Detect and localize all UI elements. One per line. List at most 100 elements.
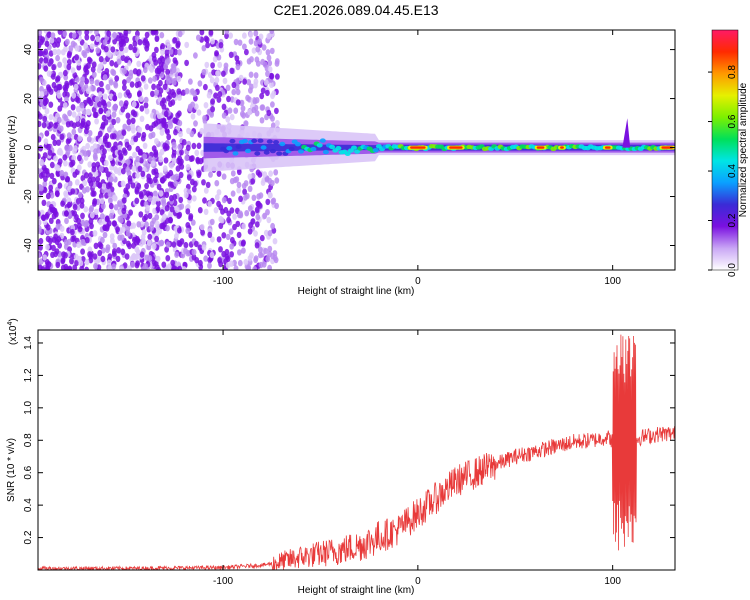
- noise-dot: [117, 234, 123, 241]
- noise-dot: [265, 70, 270, 78]
- noise-dot: [137, 39, 143, 46]
- noise-dot: [126, 118, 132, 126]
- noise-dot: [235, 63, 241, 71]
- noise-dot: [275, 120, 280, 127]
- noise-dot: [199, 30, 205, 36]
- noise-dot: [261, 44, 267, 51]
- noise-dot: [50, 73, 56, 80]
- noise-dot: [234, 55, 240, 62]
- noise-dot: [217, 61, 223, 69]
- noise-dot: [178, 196, 184, 204]
- noise-dot: [91, 71, 97, 78]
- noise-dot: [177, 143, 183, 151]
- noise-dot: [57, 182, 63, 189]
- noise-dot: [65, 121, 71, 128]
- noise-dot: [183, 247, 188, 255]
- noise-dot: [53, 85, 59, 92]
- noise-dot: [233, 265, 239, 270]
- noise-dot: [120, 248, 126, 256]
- noise-dot: [152, 190, 158, 197]
- y-tick-label: 0.2: [23, 530, 34, 544]
- noise-dot: [243, 194, 248, 201]
- x-tick-label: 0: [415, 576, 421, 587]
- noise-dot: [75, 120, 81, 128]
- ridge-blob: [260, 145, 267, 150]
- noise-dot: [124, 141, 130, 148]
- noise-dot: [99, 80, 104, 88]
- noise-dot: [110, 160, 116, 167]
- y-tick-label: 0.8: [23, 433, 34, 447]
- noise-dot: [137, 126, 143, 133]
- noise-dot: [161, 97, 167, 104]
- noise-dot: [48, 114, 54, 121]
- noise-dot: [174, 233, 179, 240]
- noise-dot: [210, 106, 216, 113]
- noise-dot: [66, 63, 72, 71]
- noise-dot: [269, 30, 275, 34]
- noise-dot: [203, 255, 209, 262]
- noise-dot: [122, 84, 127, 91]
- noise-dot: [197, 207, 203, 214]
- noise-dot: [263, 247, 268, 255]
- noise-dot: [111, 263, 117, 270]
- noise-dot: [57, 105, 63, 112]
- noise-dot: [144, 31, 150, 39]
- ridge-core-red: [661, 146, 673, 149]
- x-tick-label: -100: [213, 276, 233, 287]
- noise-dot: [229, 207, 235, 214]
- noise-dot: [156, 200, 161, 207]
- noise-dot: [55, 169, 61, 177]
- noise-dot: [221, 173, 227, 180]
- noise-dot: [92, 111, 98, 119]
- noise-dot: [88, 172, 93, 179]
- noise-dot: [60, 264, 66, 270]
- noise-dot: [191, 249, 197, 256]
- noise-dot: [95, 35, 101, 42]
- noise-dot: [107, 265, 113, 270]
- noise-dot: [169, 206, 175, 213]
- noise-dot: [97, 241, 103, 248]
- noise-dot: [133, 135, 139, 143]
- noise-dot: [273, 256, 279, 264]
- noise-dot: [38, 153, 41, 160]
- noise-dot: [237, 249, 242, 256]
- noise-dot: [59, 225, 65, 232]
- noise-dot: [214, 76, 220, 84]
- noise-dot: [231, 81, 237, 89]
- noise-dot: [190, 219, 196, 226]
- noise-dot: [247, 228, 253, 235]
- ridge-core-red: [449, 146, 463, 149]
- noise-dot: [102, 148, 107, 155]
- noise-dot: [94, 79, 100, 86]
- noise-dot: [125, 89, 131, 96]
- noise-dot: [63, 190, 68, 197]
- ridge-core-red: [560, 146, 564, 149]
- noise-dot: [43, 57, 49, 64]
- noise-dot: [181, 266, 187, 270]
- noise-dot: [111, 145, 117, 152]
- colorbar: 0.0 0.2 0.4 0.6 0.8 Normalized spectral ampl…: [708, 29, 749, 277]
- noise-dot: [238, 210, 243, 217]
- noise-dot: [196, 109, 202, 116]
- noise-dot: [135, 253, 140, 260]
- noise-dot: [221, 70, 226, 77]
- noise-dot: [199, 127, 205, 135]
- noise-dot: [44, 40, 50, 47]
- noise-dot: [131, 101, 137, 108]
- noise-dot: [253, 30, 259, 37]
- noise-dot: [165, 225, 170, 232]
- ridge-blob: [298, 149, 304, 154]
- noise-dot: [216, 236, 222, 243]
- noise-dot: [208, 171, 213, 178]
- noise-dot: [39, 209, 45, 216]
- noise-dot: [148, 132, 154, 140]
- noise-dot: [130, 123, 136, 130]
- noise-dot: [74, 45, 80, 52]
- noise-dot: [189, 130, 195, 138]
- noise-dot: [271, 197, 277, 204]
- noise-dot: [49, 203, 54, 211]
- noise-dot: [267, 230, 273, 237]
- noise-dot: [260, 87, 266, 94]
- noise-dot: [158, 156, 164, 163]
- noise-dot: [135, 155, 141, 163]
